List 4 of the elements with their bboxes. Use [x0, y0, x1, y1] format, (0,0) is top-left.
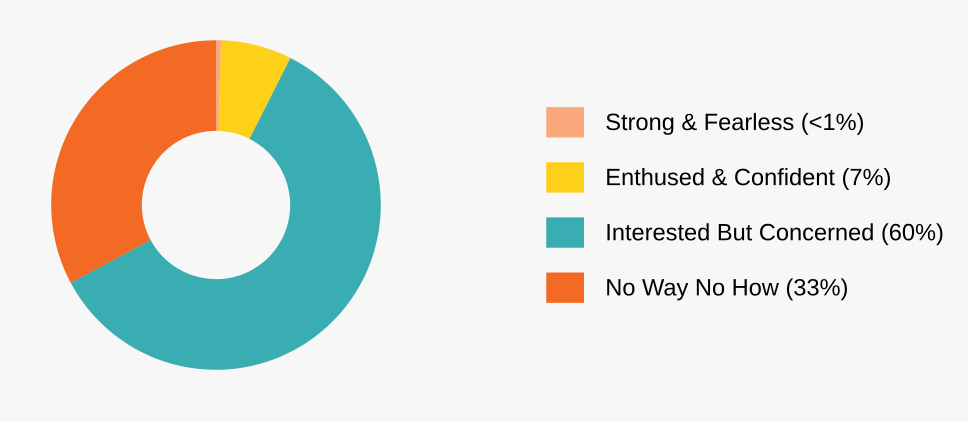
legend-label: Interested But Concerned (60%) [607, 223, 942, 246]
legend-label: Strong & Fearless (<1%) [606, 112, 863, 135]
legend-label: Enthused & Confident (7%) [607, 168, 890, 190]
legend-label: No Way No How (33%) [607, 278, 847, 300]
